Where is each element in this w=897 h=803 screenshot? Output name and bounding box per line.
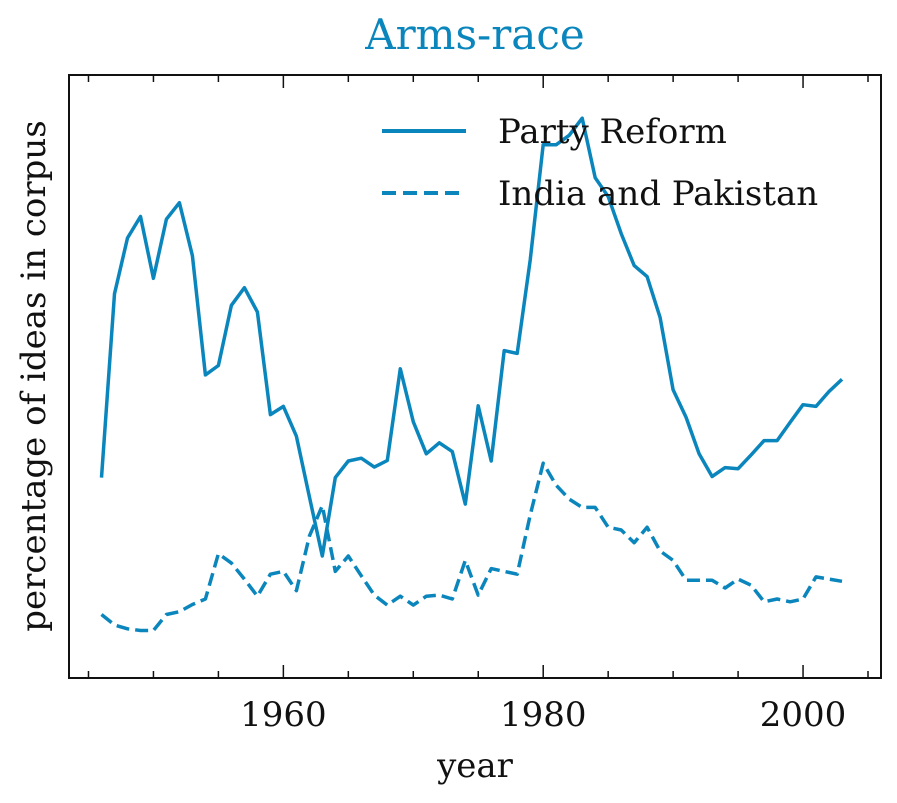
series-layer <box>99 116 844 633</box>
series-line-india-and-pakistan <box>100 461 843 633</box>
y-axis-label: percentage of ideas in corpus <box>14 120 54 631</box>
plot-frame <box>68 74 882 679</box>
axis-ticks: 1960 1980 2000 <box>87 75 869 735</box>
series-line-party-reform <box>99 116 844 558</box>
legend: Party Reform India and Pakistan <box>382 112 818 214</box>
legend-label-party-reform: Party Reform <box>498 112 727 152</box>
legend-label-india-and-pakistan: India and Pakistan <box>498 174 818 214</box>
x-tick-label: 2000 <box>760 695 847 735</box>
chart-title: Arms-race <box>364 10 584 59</box>
x-axis-label: year <box>436 746 514 786</box>
x-tick-label: 1980 <box>500 695 587 735</box>
x-tick-label: 1960 <box>240 695 327 735</box>
